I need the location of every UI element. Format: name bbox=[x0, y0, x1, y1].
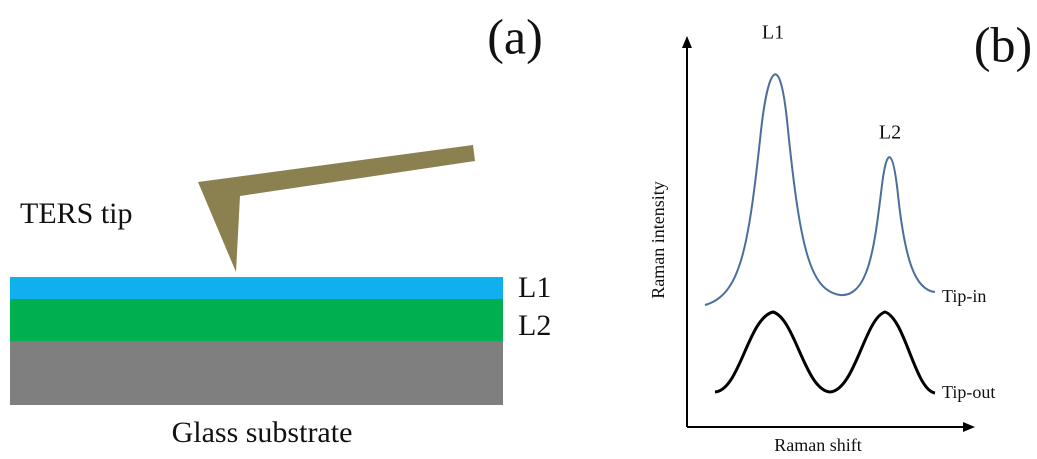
substrate bbox=[10, 341, 503, 405]
x-axis-label: Raman shift bbox=[774, 435, 862, 455]
panel-label: (a) bbox=[487, 8, 543, 64]
layer-label: L2 bbox=[518, 309, 551, 342]
peak-label: L2 bbox=[879, 122, 901, 144]
peak-label: L1 bbox=[762, 22, 784, 44]
tip-out-curve bbox=[715, 312, 935, 393]
arrowhead bbox=[682, 36, 692, 48]
curve-label: Tip-out bbox=[942, 382, 995, 402]
curve-label: Tip-in bbox=[942, 286, 986, 306]
layer-label: L1 bbox=[518, 271, 551, 304]
layer-l1 bbox=[10, 277, 503, 299]
layer-l2 bbox=[10, 299, 503, 341]
tip-in-curve bbox=[705, 74, 935, 305]
figure: (a) TERS tip L1 L2 Glass substrate (b) L… bbox=[0, 0, 1037, 459]
arrowhead bbox=[963, 422, 975, 432]
panel-label: (b) bbox=[974, 16, 1032, 72]
ters-tip-shape bbox=[198, 145, 475, 272]
y-axis-label: Raman intensity bbox=[648, 181, 668, 298]
substrate-label: Glass substrate bbox=[172, 416, 353, 449]
tip-label: TERS tip bbox=[20, 197, 133, 230]
